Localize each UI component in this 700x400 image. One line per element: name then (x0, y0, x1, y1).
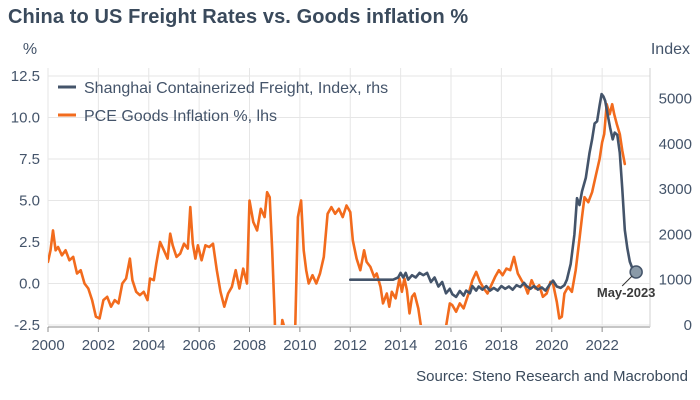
annotation-label: May-2023 (597, 285, 656, 300)
x-tick-label: 2004 (132, 337, 165, 354)
y-left-tick-label: 12.5 (11, 68, 40, 85)
x-tick-label: 2018 (485, 337, 518, 354)
y-left-tick-label: 10.0 (11, 110, 40, 127)
x-tick-label: 2000 (31, 337, 64, 354)
y-right-tick-label: 3000 (659, 181, 692, 198)
y-left-tick-label: 0.0 (19, 276, 40, 293)
annotation-marker (629, 265, 643, 279)
y-left-axis-label: % (23, 41, 37, 58)
x-tick-label: 2016 (434, 337, 467, 354)
x-tick-label: 2002 (82, 337, 115, 354)
y-left-tick-label: -2.5 (14, 317, 40, 334)
x-tick-label: 2022 (585, 337, 618, 354)
y-right-tick-label: 4000 (659, 136, 692, 153)
y-right-tick-label: 0 (684, 317, 692, 334)
legend-label: Shanghai Containerized Freight, Index, r… (84, 80, 388, 97)
x-tick-label: 2010 (283, 337, 316, 354)
y-right-tick-label: 5000 (659, 91, 692, 108)
y-right-tick-label: 2000 (659, 226, 692, 243)
series-line-freight (349, 92, 638, 299)
y-left-tick-label: 5.0 (19, 193, 40, 210)
x-tick-label: 2006 (182, 337, 215, 354)
x-tick-label: 2012 (334, 337, 367, 354)
chart-title: China to US Freight Rates vs. Goods infl… (8, 6, 469, 28)
legend-label: PCE Goods Inflation %, lhs (84, 108, 277, 125)
annotation: May-2023 (597, 265, 656, 300)
legend: Shanghai Containerized Freight, Index, r… (58, 80, 388, 125)
grid-lines (47, 68, 650, 326)
y-left-tick-label: 2.5 (19, 234, 40, 251)
axes: 12.5 10.0 7.5 5.0 2.5 0.0 -2.5 5000 4000 3000 2000… (11, 41, 692, 354)
x-tick-label: 2020 (535, 337, 568, 354)
series-lines (48, 92, 638, 325)
y-right-tick-label: 1000 (659, 272, 692, 289)
source-note: Source: Steno Research and Macrobond (416, 368, 688, 385)
y-left-tick-label: 7.5 (19, 151, 40, 168)
x-tick-label: 2008 (233, 337, 266, 354)
annotation-leader (621, 275, 633, 287)
x-tick-label: 2014 (384, 337, 417, 354)
y-right-axis-label: Index (651, 41, 690, 58)
